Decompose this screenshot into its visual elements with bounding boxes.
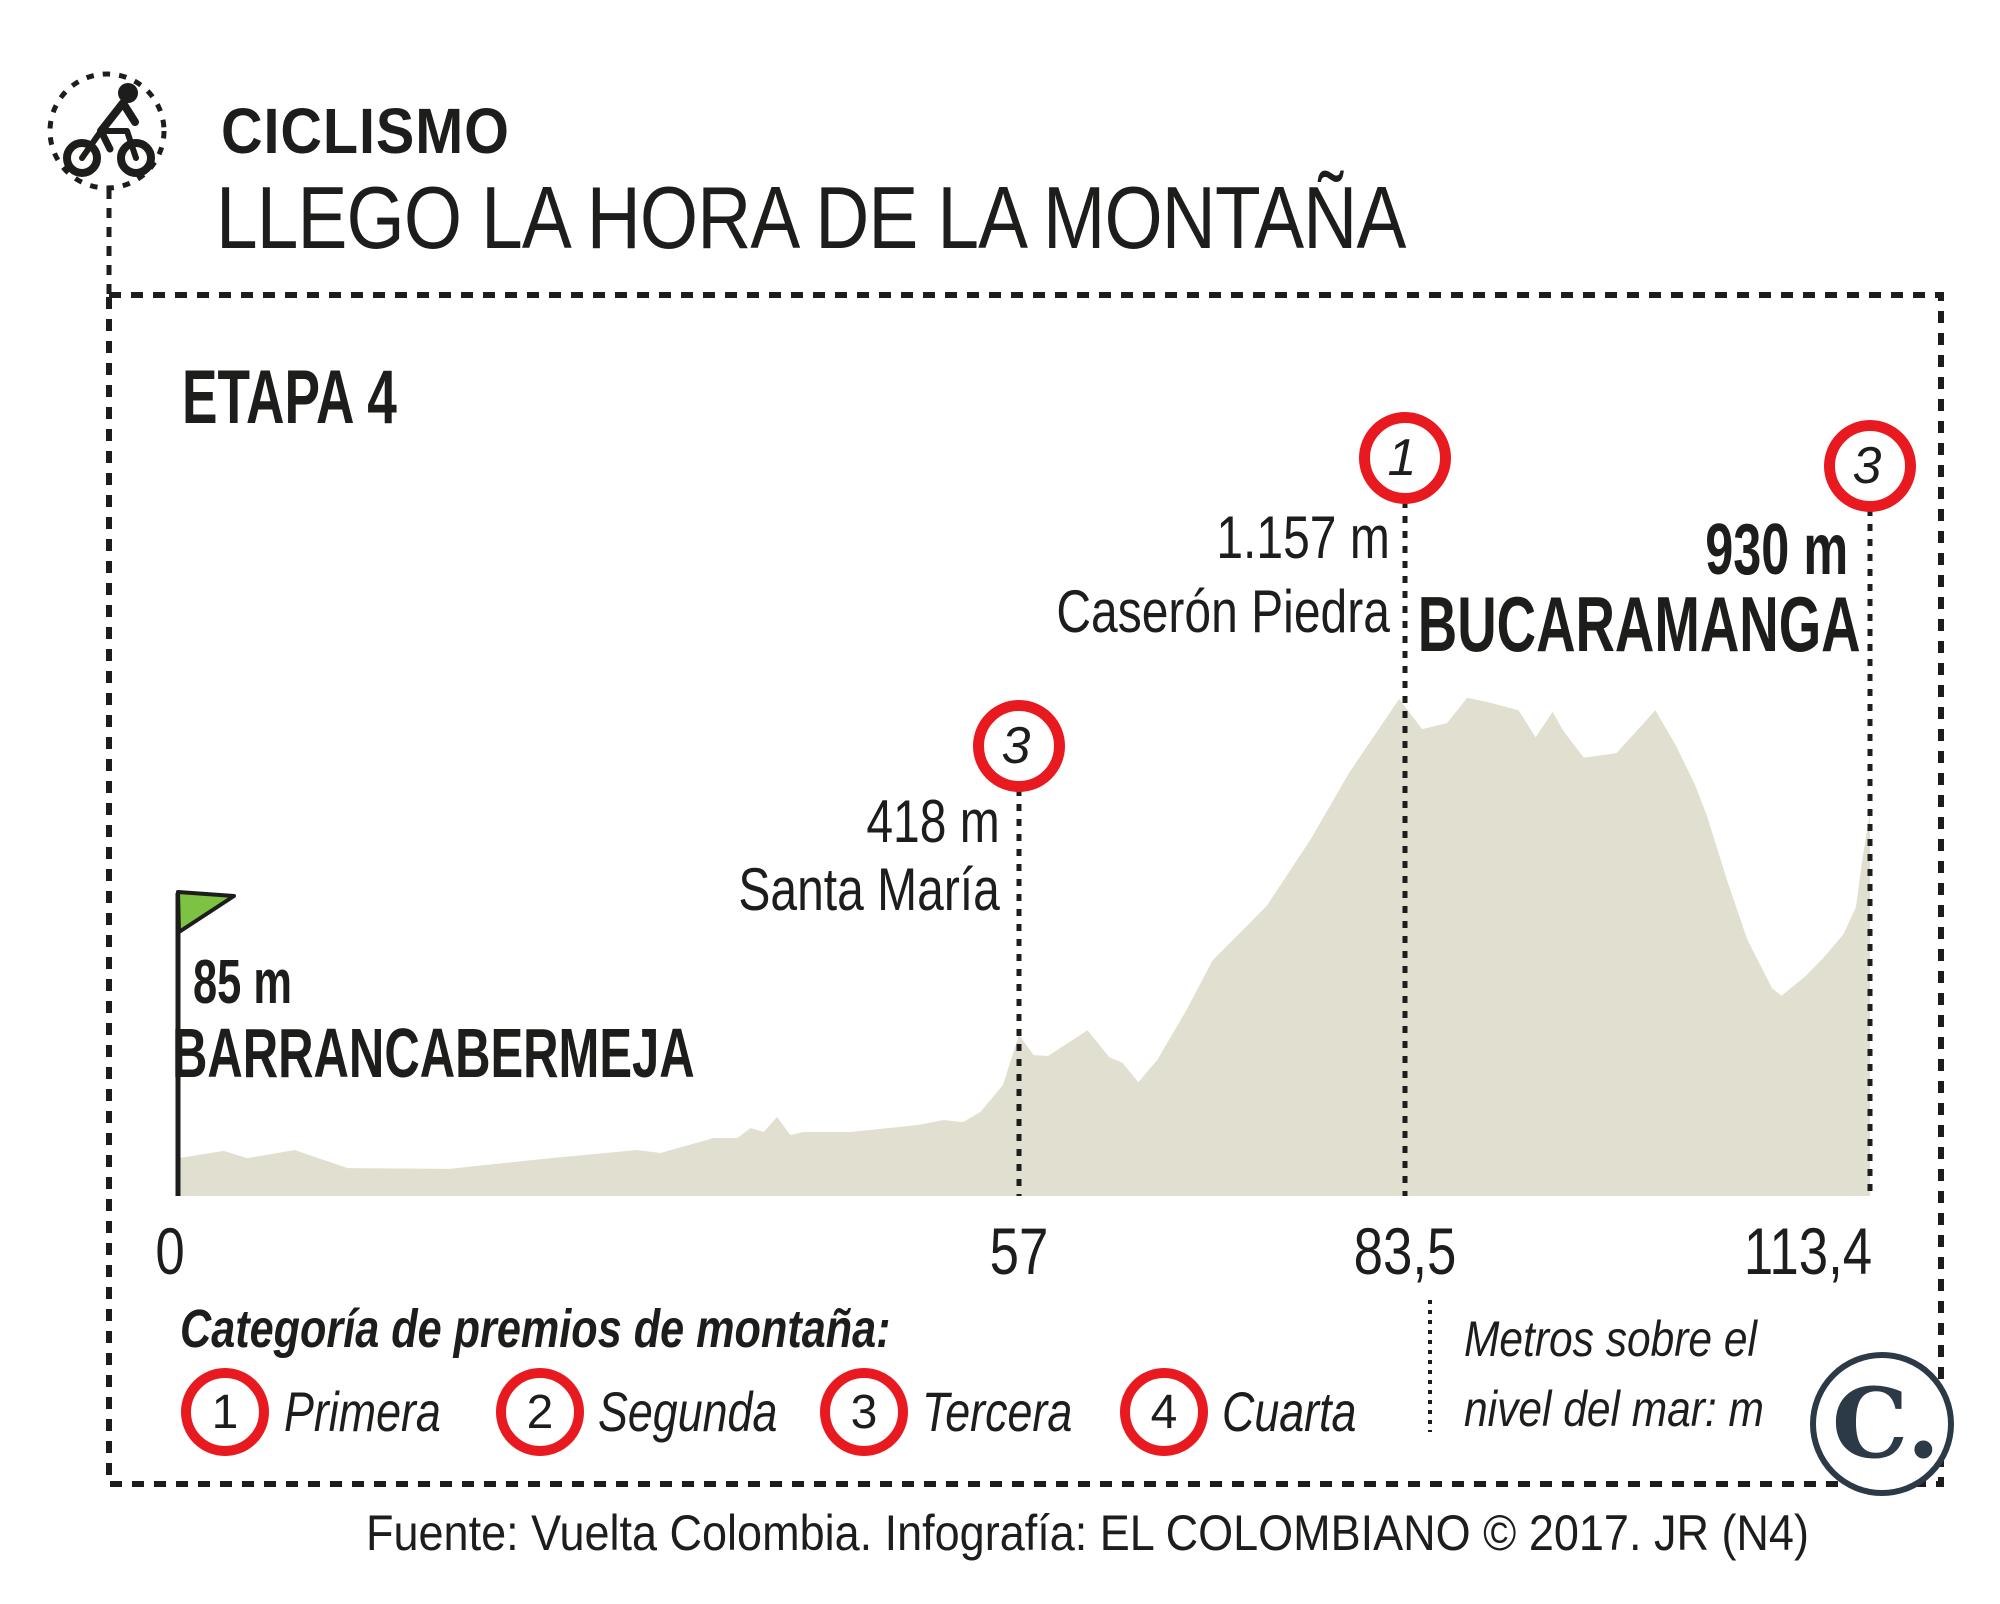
marker-category-number: 1 (1387, 429, 1417, 487)
caseron-name-label: Caserón Piedra (1056, 578, 1390, 645)
cyclist-icon (63, 83, 155, 177)
marker-dotted-lines (1016, 501, 1873, 1196)
page-title: LLEGO LA HORA DE LA MONTAÑA (216, 168, 1406, 267)
legend-number: 4 (1150, 1385, 1178, 1439)
source-credit: Fuente: Vuelta Colombia. Infografía: EL … (366, 1505, 1809, 1561)
x-tick-3: 113,4 (1743, 1214, 1873, 1288)
legend-label-cuarta: Cuarta (1222, 1380, 1357, 1443)
x-tick-1: 57 (989, 1214, 1049, 1288)
legend-circle-3: 3 (820, 1368, 908, 1456)
marker-category-number: 3 (1852, 437, 1882, 495)
start-name-label: BARRANCABERMEJA (172, 1014, 695, 1092)
legend-number: 3 (850, 1385, 878, 1439)
marker-category-number: 3 (1001, 717, 1031, 775)
legend-number: 1 (211, 1385, 239, 1439)
y-unit-note-line1: Metros sobre el (1464, 1311, 1757, 1367)
icon-dotted-ring (47, 71, 167, 191)
legend-circle-4: 4 (1120, 1368, 1208, 1456)
elevation-profile-area (178, 697, 1870, 1196)
legend-title: Categoría de premios de montaña: (180, 1299, 891, 1359)
start-elevation-label: 85 m (193, 948, 292, 1017)
legend-label-segunda: Segunda (598, 1380, 778, 1443)
legend-label-primera: Primera (284, 1380, 441, 1443)
legend-number: 2 (526, 1385, 554, 1439)
mountain-marker-caseron: 1 (1359, 412, 1451, 504)
x-tick-0: 0 (155, 1214, 185, 1288)
mountain-marker-santa-maria: 3 (973, 700, 1065, 792)
bucaramanga-name-label: BUCARAMANGA (1418, 580, 1861, 668)
start-flag-icon (176, 890, 236, 934)
legend-label-tercera: Tercera (922, 1380, 1073, 1443)
stage-label: ETAPA 4 (182, 355, 397, 440)
x-tick-2: 83,5 (1353, 1214, 1457, 1288)
legend-circle-2: 2 (496, 1368, 584, 1456)
santa-maria-elevation-label: 418 m (866, 788, 1000, 855)
mountain-marker-bucaramanga: 3 (1824, 420, 1916, 512)
santa-maria-name-label: Santa María (738, 856, 1000, 923)
el-colombiano-logo: C. (1810, 1352, 1954, 1496)
y-unit-note-line2: nivel del mar: m (1464, 1381, 1764, 1437)
legend-circle-1: 1 (181, 1368, 269, 1456)
caseron-elevation-label: 1.157 m (1216, 504, 1390, 571)
logo-letter: C. (1831, 1367, 1941, 1480)
bucaramanga-elevation-label: 930 m (1705, 510, 1848, 590)
dashed-frame (106, 292, 1944, 1487)
section-kicker: CICLISMO (221, 95, 510, 167)
